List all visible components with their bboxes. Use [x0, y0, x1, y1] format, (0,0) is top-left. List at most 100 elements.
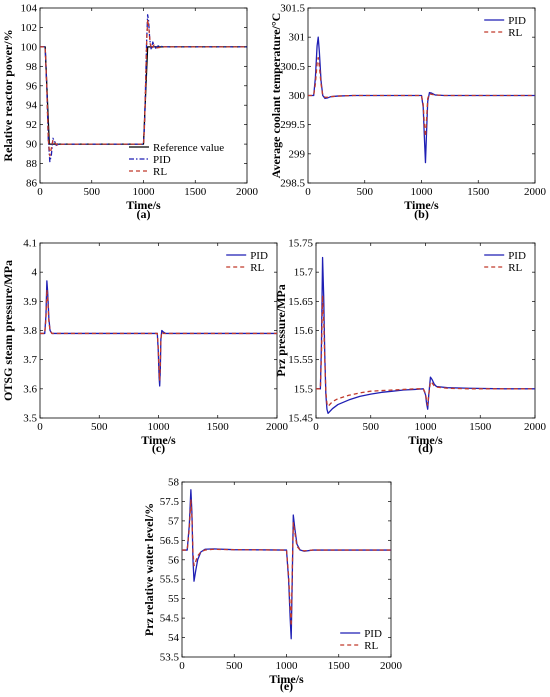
y-tick-label: 4.1 [23, 238, 37, 250]
x-tick-label: 2000 [524, 186, 547, 198]
x-tick-label: 2000 [524, 421, 547, 433]
legend-entry: PID [508, 250, 526, 262]
panel-label: (b) [414, 207, 429, 221]
y-tick-label: 58 [168, 477, 180, 489]
y-tick-label: 92 [26, 119, 37, 131]
y-tick-label: 298.5 [280, 178, 305, 190]
y-tick-label: 55.5 [160, 574, 180, 586]
legend-entry: RL [153, 166, 167, 178]
panel-label: (a) [137, 207, 151, 221]
x-tick-label: 2000 [380, 660, 403, 672]
y-tick-label: 3.7 [23, 354, 37, 366]
chart-panel-c: 0 500 1000 1500 2000 3.5 3.6 3.7 3.8 3.9 4 4.1 Time/… [1, 238, 289, 456]
x-tick-label: 1500 [328, 660, 351, 672]
chart-panel-a: 0 500 1000 1500 2000 86 88 90 92 94 96 98 100 102 104 T… [1, 3, 259, 222]
chart-panel-e: 0 500 1000 1500 2000 53.5 54 54.5 55 55.5 56 56.5 57… [142, 477, 403, 694]
x-tick-label: 1000 [415, 421, 438, 433]
y-tick-label: 56 [168, 554, 180, 566]
x-tick-label: 1000 [411, 186, 434, 198]
y-tick-label: 96 [26, 80, 38, 92]
plot-area [181, 481, 392, 658]
legend-entry: PID [364, 628, 382, 640]
x-tick-label: 1500 [207, 421, 230, 433]
series-line-rl [40, 19, 247, 157]
y-axis-label: Average coolant temperature/°C [269, 13, 283, 179]
y-tick-label: 86 [26, 178, 38, 190]
legend-entry: Reference value [153, 142, 224, 154]
series-line-rl [316, 294, 535, 407]
x-tick-label: 0 [37, 421, 43, 433]
y-axis-label: Relative reactor power/% [1, 29, 15, 161]
legend-entry: PID [250, 250, 268, 262]
y-tick-label: 53.5 [160, 652, 180, 664]
y-tick-label: 3.6 [23, 383, 37, 395]
y-tick-label: 15.45 [288, 413, 313, 425]
x-tick-label: 500 [84, 186, 101, 198]
y-tick-label: 15.7 [294, 267, 314, 279]
panel-label: (d) [418, 441, 433, 455]
x-tick-label: 500 [91, 421, 108, 433]
y-tick-label: 3.9 [23, 296, 37, 308]
plot-area [39, 242, 278, 419]
y-axis-label: Prz pressure/MPa [274, 284, 288, 377]
x-tick-label: 1000 [148, 421, 171, 433]
legend-entry: PID [508, 15, 526, 27]
y-tick-label: 300 [289, 90, 306, 102]
y-tick-label: 301.5 [280, 3, 305, 15]
y-tick-label: 15.75 [288, 238, 313, 250]
y-tick-label: 98 [26, 61, 38, 73]
y-tick-label: 102 [21, 22, 38, 34]
plot-area [315, 242, 536, 419]
x-tick-label: 500 [363, 421, 380, 433]
y-tick-label: 3.5 [23, 413, 37, 425]
y-tick-label: 15.55 [288, 354, 313, 366]
x-tick-label: 0 [313, 421, 319, 433]
chart-panel-d: 0 500 1000 1500 2000 15.45 15.5 15.55 15.6 15.65 1… [274, 238, 547, 456]
x-tick-label: 0 [37, 186, 43, 198]
x-tick-label: 1500 [469, 421, 492, 433]
legend-entry: RL [364, 640, 378, 652]
x-axis-label: Time/s [408, 433, 443, 447]
chart-panel-b: 0 500 1000 1500 2000 298.5 299 299.5 300 300.5 301… [269, 3, 547, 222]
y-tick-label: 54.5 [160, 613, 180, 625]
y-tick-label: 90 [26, 139, 38, 151]
x-tick-label: 0 [305, 186, 311, 198]
y-tick-label: 301 [289, 32, 306, 44]
y-axis-label: OTSG steam pressure/MPa [1, 260, 15, 401]
y-tick-label: 56.5 [160, 535, 180, 547]
x-tick-label: 2000 [266, 421, 289, 433]
y-axis-label: Prz relative water level/% [142, 503, 156, 636]
y-tick-label: 100 [21, 41, 38, 53]
y-tick-label: 15.5 [294, 383, 314, 395]
x-tick-label: 2000 [236, 186, 259, 198]
x-tick-label: 1500 [184, 186, 207, 198]
x-axis-label: Time/s [141, 433, 176, 447]
y-tick-label: 300.5 [280, 61, 305, 73]
y-tick-label: 88 [26, 158, 38, 170]
legend-entry: RL [508, 27, 522, 39]
plot-area [39, 7, 248, 184]
y-tick-label: 57.5 [160, 496, 180, 508]
x-tick-label: 1000 [276, 660, 299, 672]
y-tick-label: 104 [21, 3, 38, 15]
x-axis-label: Time/s [404, 198, 439, 212]
legend-entry: RL [508, 262, 522, 274]
y-tick-label: 15.6 [294, 325, 314, 337]
x-axis-label: Time/s [269, 672, 304, 686]
y-tick-label: 3.8 [23, 325, 37, 337]
series-line-rl [308, 56, 535, 137]
y-tick-label: 4 [32, 267, 38, 279]
panel-label: (c) [152, 441, 165, 455]
x-tick-label: 500 [226, 660, 243, 672]
x-tick-label: 1500 [467, 186, 490, 198]
x-tick-label: 1000 [133, 186, 156, 198]
y-tick-label: 94 [26, 100, 38, 112]
x-tick-label: 500 [357, 186, 374, 198]
y-tick-label: 299.5 [280, 119, 305, 131]
x-axis-label: Time/s [126, 198, 161, 212]
